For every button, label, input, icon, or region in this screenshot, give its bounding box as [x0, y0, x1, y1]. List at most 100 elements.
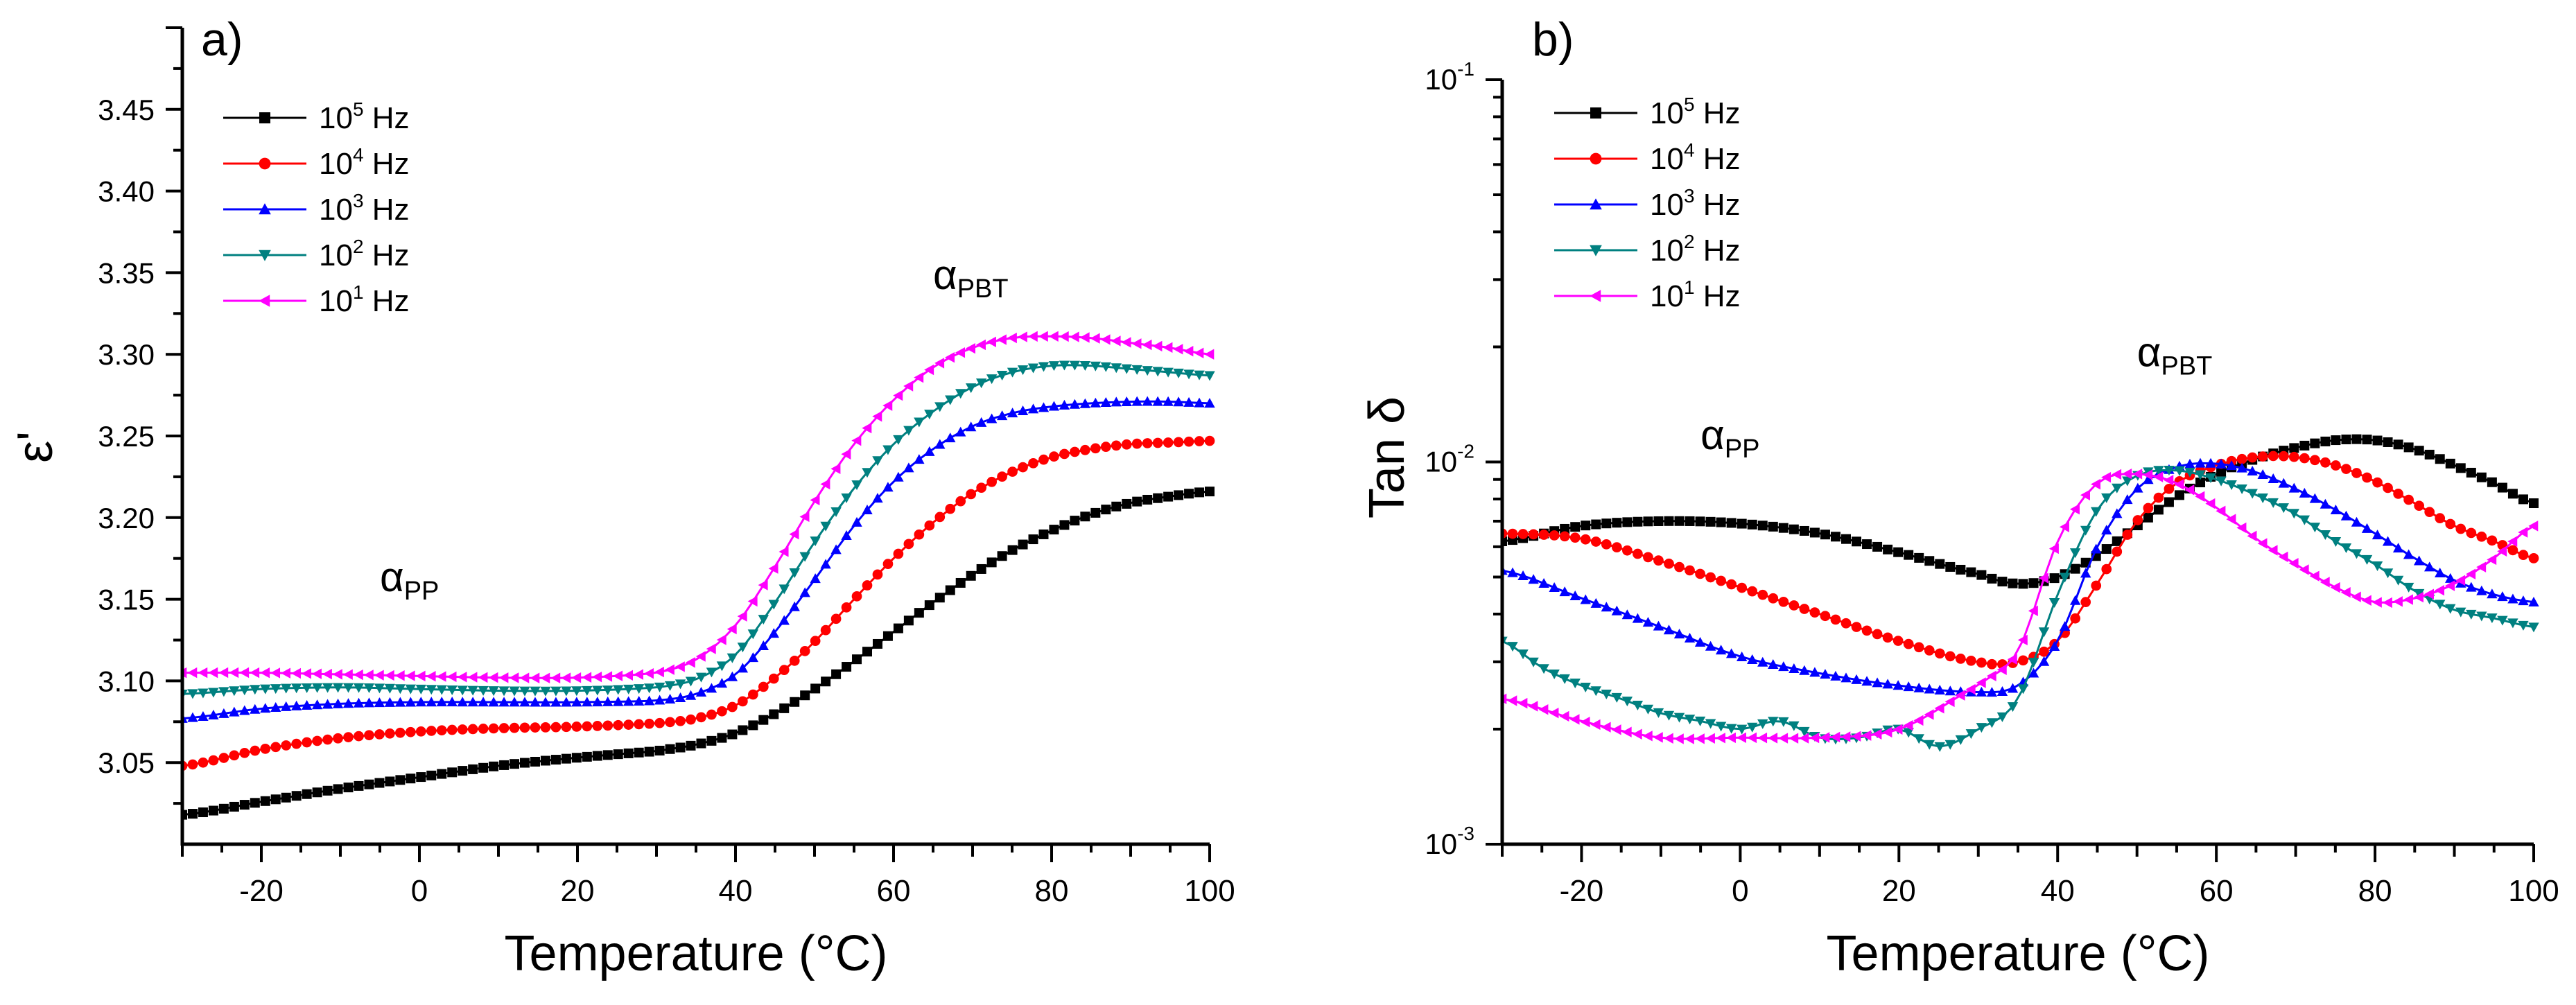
data-point: [1944, 651, 1956, 662]
data-point: [1892, 680, 1904, 690]
data-point: [1830, 670, 1841, 681]
data-point: [716, 661, 728, 672]
data-point: [1017, 331, 1027, 342]
chart-panel-a: a) -20 0 20 40 60 80 100 3.05 3.10 3.15 3.20 3.25 3.3…: [8, 13, 1235, 981]
data-point: [1121, 439, 1132, 450]
data-point: [1622, 517, 1633, 527]
data-point: [2174, 490, 2184, 500]
data-point: [1976, 723, 1987, 733]
data-point: [633, 696, 645, 706]
data-point: [2278, 551, 2288, 563]
data-point: [353, 683, 365, 693]
data-point: [550, 755, 561, 765]
data-point: [664, 681, 676, 691]
data-point: [2445, 580, 2455, 591]
data-point: [893, 390, 903, 401]
data-point: [747, 689, 758, 700]
data-point: [322, 699, 333, 709]
data-point: [1674, 561, 1685, 573]
data-point: [2112, 483, 2123, 493]
data-point: [2435, 513, 2446, 524]
annotation-alpha-pbt: αPBT: [2137, 329, 2213, 381]
data-point: [934, 358, 945, 369]
data-point: [457, 672, 467, 683]
data-point: [2184, 467, 2195, 478]
data-point: [1768, 593, 1779, 604]
data-point: [2184, 484, 2195, 496]
data-point: [592, 671, 602, 683]
data-point: [1965, 683, 1976, 695]
data-point: [643, 668, 654, 679]
data-point: [2435, 585, 2445, 596]
data-point: [2007, 702, 2019, 713]
legend-label: 104 Hz: [1650, 139, 1741, 176]
data-point: [2518, 527, 2528, 538]
annotation-subscript: PP: [1725, 435, 1760, 464]
data-point: [747, 595, 758, 607]
data-point: [1862, 539, 1872, 550]
data-point: [342, 683, 354, 693]
data-point: [654, 694, 665, 705]
data-point: [2216, 505, 2226, 516]
data-point: [182, 810, 187, 820]
y-tick-exponent: -3: [1457, 823, 1474, 844]
x-tick-label: -20: [1560, 874, 1604, 908]
data-point: [2080, 568, 2091, 578]
data-point: [1507, 528, 1518, 539]
data-point: [394, 684, 406, 694]
annotation-symbol: α: [933, 252, 957, 298]
data-point: [1861, 625, 1872, 636]
data-point: [1747, 732, 1757, 744]
data-point: [1007, 466, 1018, 477]
data-point: [312, 735, 322, 746]
series-line: [182, 400, 1210, 720]
data-point: [1976, 686, 1987, 697]
data-point: [2008, 578, 2018, 588]
data-point: [2351, 516, 2362, 527]
series-line: [182, 439, 1210, 767]
legend-label: 103 Hz: [319, 190, 410, 227]
y-tick-label: 10-2: [1425, 441, 1474, 478]
data-point: [436, 671, 446, 682]
data-point: [1204, 398, 1215, 408]
data-point: [2413, 591, 2423, 603]
legend-item: 103 Hz: [223, 190, 410, 227]
data-point: [1955, 690, 1965, 701]
legend-marker: [1590, 198, 1602, 210]
data-point: [654, 717, 665, 728]
data-point: [2236, 522, 2247, 534]
data-point: [2455, 523, 2466, 534]
x-axis-title: Temperature (°C): [505, 926, 888, 981]
data-point: [509, 672, 519, 683]
data-point: [862, 468, 873, 478]
y-tick-label: 3.35: [98, 256, 155, 289]
data-point: [2507, 536, 2518, 547]
data-point: [1204, 349, 1215, 360]
data-point: [1673, 733, 1684, 744]
data-point: [467, 724, 478, 735]
data-point: [250, 667, 260, 679]
data-point: [1507, 695, 1517, 706]
data-point: [281, 740, 292, 751]
data-point: [2132, 515, 2143, 525]
data-point: [384, 670, 394, 681]
data-point: [540, 672, 550, 684]
data-point: [810, 536, 821, 547]
data-point: [280, 683, 292, 694]
legend-unit: Hz: [364, 284, 410, 318]
data-point: [2018, 579, 2028, 589]
data-point: [706, 683, 717, 693]
data-point: [1799, 733, 1809, 744]
data-point: [1663, 710, 1675, 721]
series-line: [1502, 462, 2534, 694]
data-point: [893, 623, 903, 633]
data-point: [852, 654, 862, 665]
data-point: [1038, 402, 1050, 412]
data-point: [1799, 525, 1809, 536]
data-point: [726, 671, 738, 681]
data-point: [706, 709, 717, 720]
data-point: [1768, 659, 1779, 670]
data-point: [1642, 617, 1654, 627]
data-point: [333, 784, 343, 794]
data-point: [1611, 542, 1622, 552]
